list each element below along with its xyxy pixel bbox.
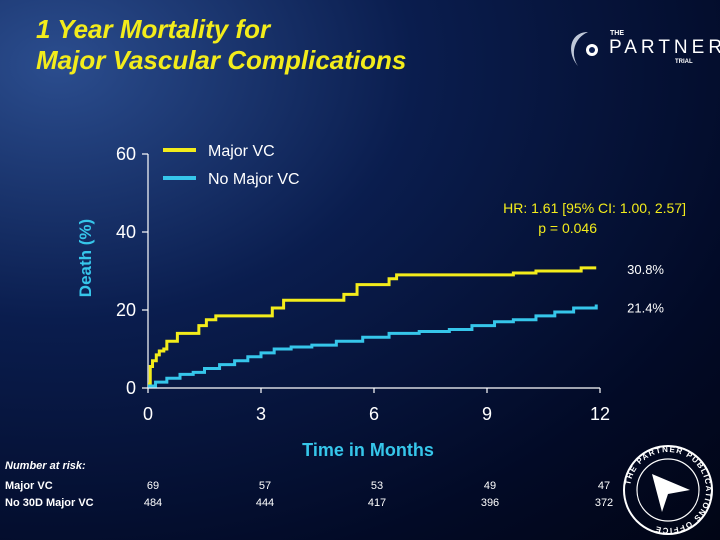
chart-axes: [142, 153, 601, 393]
major-vc-end-label: 30.8%: [627, 262, 664, 277]
chart-title: 1 Year Mortality for Major Vascular Comp…: [36, 14, 406, 76]
x-tick-label: 3: [256, 404, 266, 424]
risk-cell: 484: [143, 497, 163, 509]
x-tick-label: 6: [369, 404, 379, 424]
risk-cell: 444: [255, 497, 275, 509]
tick-labels: 0 20 40 60 0 3 6 9 12: [116, 144, 610, 424]
y-tick-label: 0: [126, 378, 136, 398]
legend-label-no-major-vc: No Major VC: [208, 171, 300, 188]
y-tick-label: 20: [116, 300, 136, 320]
y-axis-label: Death (%): [76, 218, 95, 298]
no-major-vc-curve: [148, 304, 598, 388]
hazard-ratio-text: HR: 1.61 [95% CI: 1.00, 2.57]: [503, 200, 686, 216]
x-tick-label: 9: [482, 404, 492, 424]
publications-office-seal: THE PARTNER PUBLICATIONS OFFICE: [623, 445, 713, 535]
risk-cell: 53: [370, 480, 384, 492]
risk-cell: 69: [146, 480, 160, 492]
chart-title-line-2: Major Vascular Complications: [36, 45, 407, 75]
partner-trial-logo: THE PARTNER TRIAL: [562, 28, 720, 72]
logo-partner-text: PARTNER: [609, 37, 720, 58]
risk-cell: 417: [367, 497, 387, 509]
no-major-vc-end-label: 21.4%: [627, 301, 664, 316]
y-tick-label: 60: [116, 144, 136, 164]
risk-cell: 396: [480, 497, 500, 509]
x-tick-label: 0: [143, 404, 153, 424]
seal-emblem-icon: [652, 474, 690, 512]
risk-row-label-no-major-vc: No 30D Major VC: [5, 497, 94, 509]
x-axis-label: Time in Months: [302, 440, 434, 460]
y-tick-label: 40: [116, 222, 136, 242]
legend-label-major-vc: Major VC: [208, 143, 275, 160]
major-vc-curve: [148, 266, 597, 386]
seal-outer-ring: [623, 445, 713, 535]
chart-legend: Major VC No Major VC: [163, 143, 300, 188]
risk-cell: 49: [483, 480, 497, 492]
x-tick-label: 12: [590, 404, 610, 424]
logo-the-text: THE: [610, 30, 624, 37]
risk-cell: 372: [594, 497, 614, 509]
survival-curves: [148, 266, 598, 388]
p-value-text: p = 0.046: [538, 220, 597, 236]
risk-table-title: Number at risk:: [5, 460, 86, 472]
seal-inner-ring: [636, 458, 700, 522]
risk-cell: 57: [258, 480, 272, 492]
logo-trial-text: TRIAL: [675, 59, 693, 65]
chart-title-line-1: 1 Year Mortality for: [36, 14, 271, 44]
risk-row-label-major-vc: Major VC: [5, 480, 53, 492]
chart-annotations: 30.8% 21.4% HR: 1.61 [95% CI: 1.00, 2.57] p…: [503, 200, 686, 316]
partner-logo-icon: [571, 32, 598, 66]
risk-cell: 47: [597, 480, 611, 492]
